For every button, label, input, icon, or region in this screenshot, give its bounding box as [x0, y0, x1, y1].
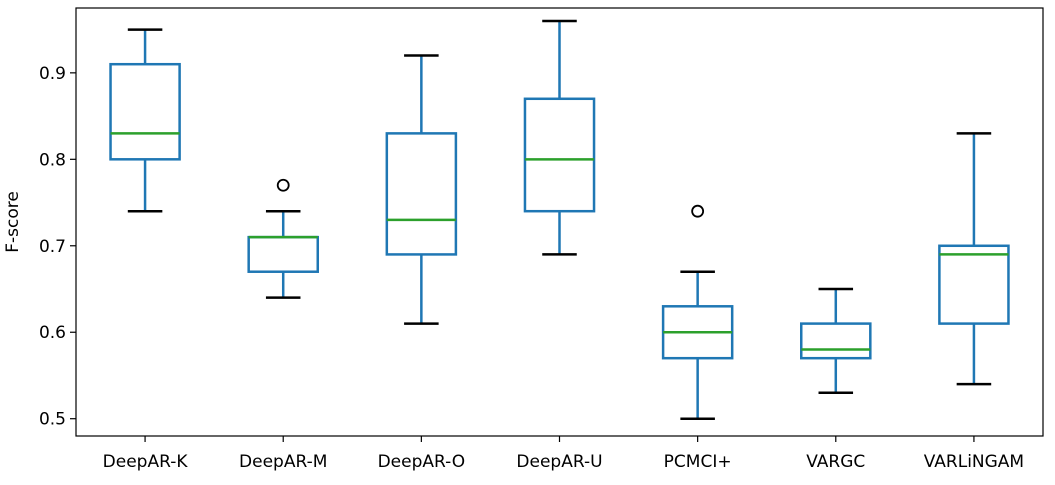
x-tick-label: DeepAR-U [516, 452, 602, 472]
y-tick-label: 0.8 [39, 150, 66, 170]
y-tick-label: 0.6 [39, 323, 66, 343]
x-tick-label: VARLiNGAM [924, 452, 1024, 472]
iqr-box [247, 235, 319, 273]
box-group-pcmci- [661, 204, 734, 420]
box-group-deepar-o [385, 54, 458, 325]
box-group-vargc [800, 287, 872, 395]
boxes [109, 19, 1010, 420]
box-group-deepar-u [523, 19, 596, 256]
y-tick-label: 0.9 [39, 64, 66, 84]
y-tick-label: 0.5 [39, 410, 66, 430]
outlier-point [691, 204, 705, 218]
x-axis: DeepAR-K DeepAR-M DeepAR-O DeepAR-U PCMCI+ VA… [103, 436, 1024, 472]
box-group-deepar-m [247, 178, 319, 299]
x-tick-label: DeepAR-M [239, 452, 327, 472]
outlier-point [276, 178, 290, 192]
iqr-box [385, 132, 458, 256]
x-tick-label: VARGC [806, 452, 865, 472]
box-group-deepar-k [109, 28, 181, 213]
y-axis-label: F-score [3, 191, 23, 253]
x-tick-label: DeepAR-O [378, 452, 466, 472]
x-tick-label: DeepAR-K [103, 452, 189, 472]
iqr-box [523, 97, 596, 213]
iqr-box [109, 62, 181, 161]
iqr-box [800, 322, 872, 360]
box-group-varlingam [938, 132, 1010, 386]
iqr-box [938, 244, 1010, 325]
x-tick-label: PCMCI+ [664, 452, 732, 472]
y-axis: 0.5 0.6 0.7 0.8 0.9 [39, 64, 76, 430]
y-tick-label: 0.7 [39, 237, 66, 257]
